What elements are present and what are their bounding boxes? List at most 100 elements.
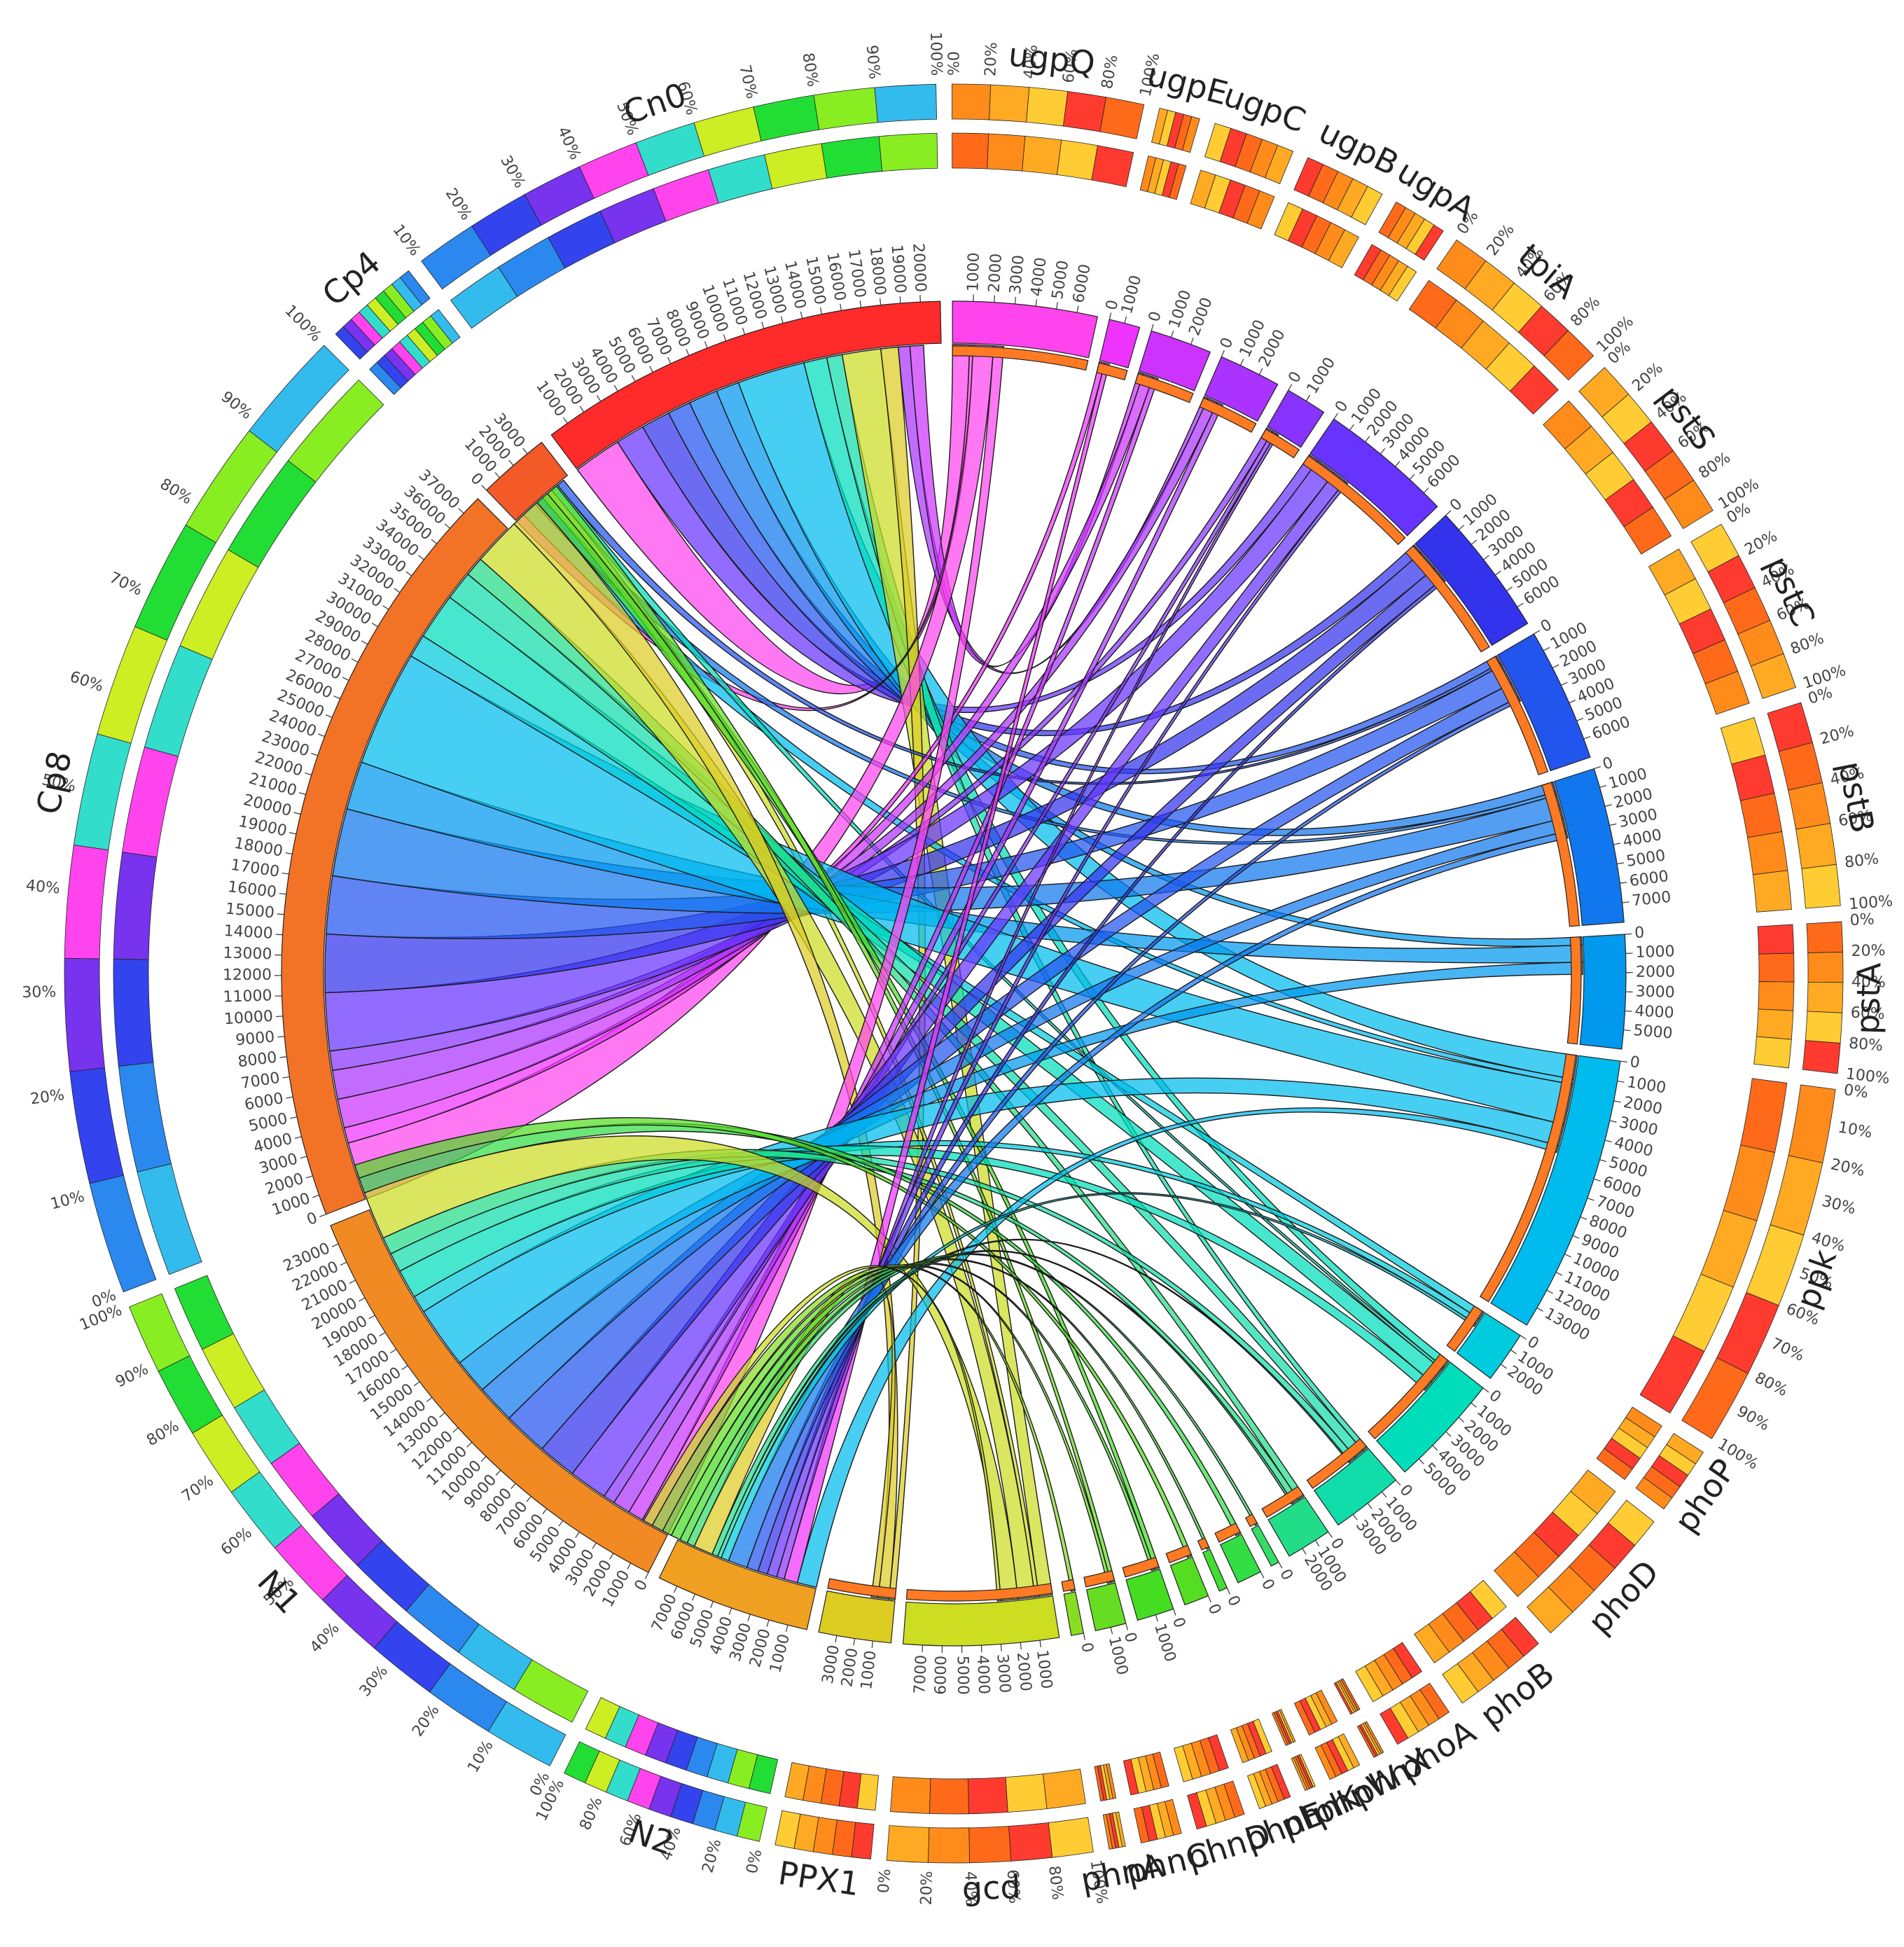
tick-mark	[1191, 338, 1194, 344]
tick-label: 12000	[223, 966, 272, 984]
tick-mark	[426, 1397, 432, 1401]
tick-mark	[1221, 350, 1224, 356]
segment-arc-phnA	[1064, 1592, 1083, 1635]
band-cell	[709, 155, 772, 203]
tick-mark	[276, 934, 283, 935]
tick-mark	[880, 298, 881, 305]
tick-label: 4000	[1028, 256, 1050, 298]
band-cell	[118, 1062, 171, 1172]
tick-mark	[614, 385, 618, 392]
tick-mark	[1459, 1418, 1464, 1422]
segment-arc-gcd	[903, 1596, 1059, 1646]
tick-mark	[1446, 511, 1451, 515]
segment-arc-phnE	[1170, 1557, 1208, 1605]
band-cell	[1009, 1822, 1052, 1861]
band-cell	[891, 1777, 931, 1814]
tick-label: 7000	[239, 1069, 281, 1093]
tick-mark	[277, 914, 284, 915]
tick-mark	[1227, 1588, 1230, 1594]
tick-label: 0	[1146, 310, 1165, 324]
tick-mark	[312, 1195, 319, 1197]
tick-mark	[340, 1262, 347, 1265]
tick-mark	[1172, 331, 1174, 337]
tick-mark	[467, 1442, 472, 1447]
band-cell	[130, 1294, 190, 1371]
tick-mark	[440, 1413, 445, 1418]
tick-label: 20000	[909, 243, 929, 293]
tick-label: 1000	[1626, 1074, 1667, 1097]
tick-mark	[1020, 1642, 1021, 1649]
band-cell	[1741, 1079, 1787, 1153]
percent-label: 80%	[1848, 1035, 1884, 1055]
tick-mark	[1573, 1235, 1579, 1238]
tick-mark	[821, 307, 822, 314]
segment-arc-phnW	[1221, 1534, 1261, 1583]
percent-label: 20%	[1819, 723, 1856, 749]
tick-mark	[1288, 384, 1292, 391]
tick-label: 2000	[1013, 1651, 1034, 1692]
band-cell	[765, 144, 827, 189]
segment-label-pstA: pstA	[1849, 962, 1889, 1035]
percent-label: 0%	[943, 51, 961, 76]
percent-label: 90%	[218, 388, 256, 423]
segment-strip-gcd	[906, 1584, 1052, 1601]
tick-mark	[414, 1382, 419, 1386]
tick-mark	[627, 1563, 631, 1570]
segment-arc-phnD	[1126, 1570, 1174, 1621]
tick-label: 18000	[232, 835, 284, 861]
percent-label: 10%	[1837, 1118, 1873, 1142]
tick-mark	[306, 1176, 313, 1178]
band-cell	[113, 852, 157, 960]
band-cell	[1027, 88, 1068, 126]
tick-mark	[1328, 1532, 1333, 1537]
tick-label: 17000	[845, 248, 868, 299]
tick-mark	[1624, 1030, 1631, 1031]
tick-mark	[1353, 1514, 1357, 1520]
tick-label: 0	[1204, 1602, 1224, 1617]
tick-label: 4000	[1621, 826, 1663, 851]
tick-mark	[1594, 1179, 1601, 1181]
band-cell	[1788, 783, 1830, 830]
percent-label: 70%	[735, 63, 760, 100]
percent-label: 60%	[68, 668, 106, 695]
tick-label: 3000	[1007, 254, 1028, 295]
tick-mark	[295, 1137, 302, 1138]
band-cell	[1723, 1145, 1774, 1221]
tick-mark	[1547, 1290, 1553, 1294]
tick-label: 7000	[911, 1654, 931, 1694]
band-cell	[952, 133, 989, 169]
tick-mark	[1446, 1432, 1451, 1436]
tick-mark	[835, 1635, 837, 1642]
tick-mark	[359, 1298, 365, 1301]
tick-mark	[762, 322, 764, 329]
tick-label: 6000	[932, 1656, 950, 1695]
percent-label: 70%	[179, 1472, 216, 1506]
tick-label: 3000	[1635, 983, 1675, 1002]
tick-label: 0	[1077, 1641, 1096, 1654]
tick-label: 16000	[227, 878, 277, 901]
tick-mark	[1577, 718, 1583, 721]
band-cell	[1740, 794, 1782, 838]
tick-mark	[872, 1641, 873, 1648]
tick-mark	[650, 366, 653, 373]
band-cell	[989, 85, 1029, 122]
tick-mark	[1368, 1503, 1372, 1509]
band-cell	[1022, 136, 1062, 174]
tick-mark	[1587, 1198, 1594, 1200]
tick-mark	[509, 460, 514, 466]
tick-mark	[1561, 682, 1567, 685]
tick-mark	[1260, 1572, 1264, 1578]
band-cell	[753, 95, 819, 141]
tick-mark	[1613, 843, 1620, 845]
percent-label: 20%	[29, 1086, 66, 1108]
tick-label: 0	[1634, 924, 1645, 942]
tick-mark	[1419, 1459, 1424, 1464]
percent-label: 40%	[25, 877, 61, 897]
tick-mark	[711, 1601, 714, 1607]
percent-label: 20%	[982, 42, 1001, 77]
segment-label-Cp8: Cp8	[29, 748, 79, 818]
tick-label: 0	[1223, 1593, 1244, 1609]
band-cell	[70, 1068, 124, 1184]
tick-mark	[1109, 312, 1111, 319]
percent-label: 20%	[1629, 359, 1666, 395]
